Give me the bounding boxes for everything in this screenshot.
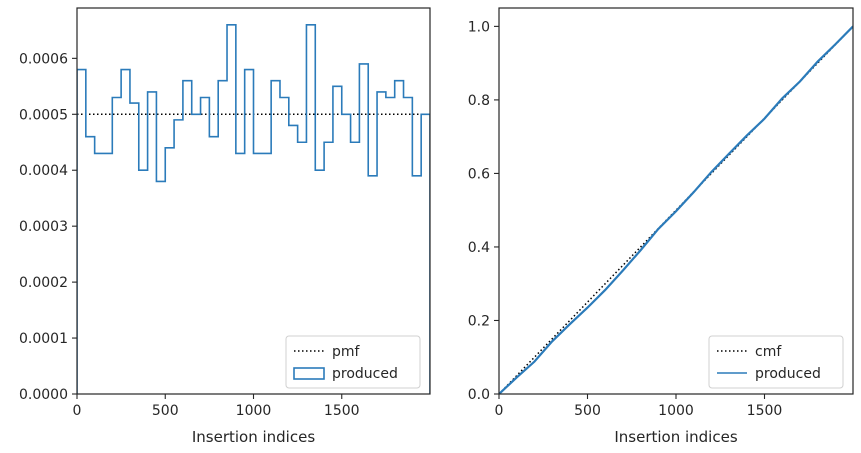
x-axis-label: Insertion indices bbox=[614, 428, 737, 446]
x-tick-label: 500 bbox=[152, 403, 179, 419]
histogram-bin-9 bbox=[156, 181, 165, 394]
x-tick-label: 1500 bbox=[747, 403, 783, 419]
legend-swatch-produced bbox=[293, 367, 325, 380]
legend: pmf produced bbox=[285, 335, 421, 389]
pmf-histogram-panel: 0 500 1000 1500 0.0000 0.0001 0.0002 0.0003 0.00… bbox=[19, 7, 431, 446]
y-tick-label: 0.0003 bbox=[19, 219, 68, 235]
histogram-bin-22 bbox=[271, 81, 280, 394]
histogram-bin-15 bbox=[209, 137, 218, 394]
histogram-bin-39 bbox=[421, 114, 430, 394]
histogram-bin-5 bbox=[121, 70, 130, 394]
histogram-bin-8 bbox=[148, 92, 157, 394]
histogram-bin-7 bbox=[139, 170, 148, 394]
x-tick-label: 1000 bbox=[236, 403, 272, 419]
histogram-bin-6 bbox=[130, 103, 139, 394]
cmf-panel: 0 500 1000 1500 0.0 0.2 0.4 0.6 0.8 1.0 Insertion … bbox=[468, 7, 854, 446]
y-tick-label: 0.0004 bbox=[19, 163, 68, 179]
histogram-bin-1 bbox=[86, 137, 95, 394]
y-tick-label: 0.6 bbox=[468, 166, 490, 182]
x-tick-label: 0 bbox=[73, 403, 82, 419]
histogram-bin-4 bbox=[112, 98, 121, 394]
legend-box bbox=[708, 335, 844, 389]
x-tick-label: 500 bbox=[574, 403, 601, 419]
histogram-bin-0 bbox=[77, 70, 86, 394]
histogram-bin-10 bbox=[165, 148, 174, 394]
histogram-bin-17 bbox=[227, 25, 236, 394]
legend-label-produced: produced bbox=[332, 366, 398, 382]
histogram-bin-12 bbox=[183, 81, 192, 394]
y-tick-label: 1.0 bbox=[468, 19, 490, 35]
legend-label-produced: produced bbox=[755, 366, 821, 382]
y-tick-label: 0.4 bbox=[468, 240, 490, 256]
legend-label-pmf: pmf bbox=[332, 344, 361, 360]
series-produced-line bbox=[499, 25, 853, 394]
histogram-bin-21 bbox=[262, 153, 271, 394]
histogram-bin-16 bbox=[218, 81, 227, 394]
x-tick-label: 1500 bbox=[324, 403, 360, 419]
y-tick-label: 0.8 bbox=[468, 93, 490, 109]
series-produced-step-outline bbox=[77, 23, 430, 394]
y-tick-label: 0.0 bbox=[468, 387, 490, 403]
y-tick-label: 0.0006 bbox=[19, 51, 68, 67]
x-tick-label: 1000 bbox=[658, 403, 694, 419]
histogram-bin-2 bbox=[95, 153, 104, 394]
histogram-bin-14 bbox=[201, 98, 210, 394]
y-tick-label: 0.0002 bbox=[19, 275, 68, 291]
legend: cmf produced bbox=[708, 335, 844, 389]
x-axis-label: Insertion indices bbox=[192, 428, 315, 446]
legend-box bbox=[285, 335, 421, 389]
y-tick-label: 0.0000 bbox=[19, 387, 68, 403]
histogram-bin-19 bbox=[245, 70, 254, 394]
histogram-bin-20 bbox=[254, 153, 263, 394]
y-tick-label: 0.0001 bbox=[19, 331, 68, 347]
x-tick-label: 0 bbox=[495, 403, 504, 419]
histogram-bin-18 bbox=[236, 153, 245, 394]
y-tick-label: 0.0005 bbox=[19, 107, 68, 123]
histogram-bin-11 bbox=[174, 120, 183, 394]
legend-label-cmf: cmf bbox=[755, 344, 782, 360]
histogram-bin-3 bbox=[103, 153, 112, 394]
histogram-bin-13 bbox=[192, 114, 201, 394]
y-tick-label: 0.2 bbox=[468, 313, 490, 329]
